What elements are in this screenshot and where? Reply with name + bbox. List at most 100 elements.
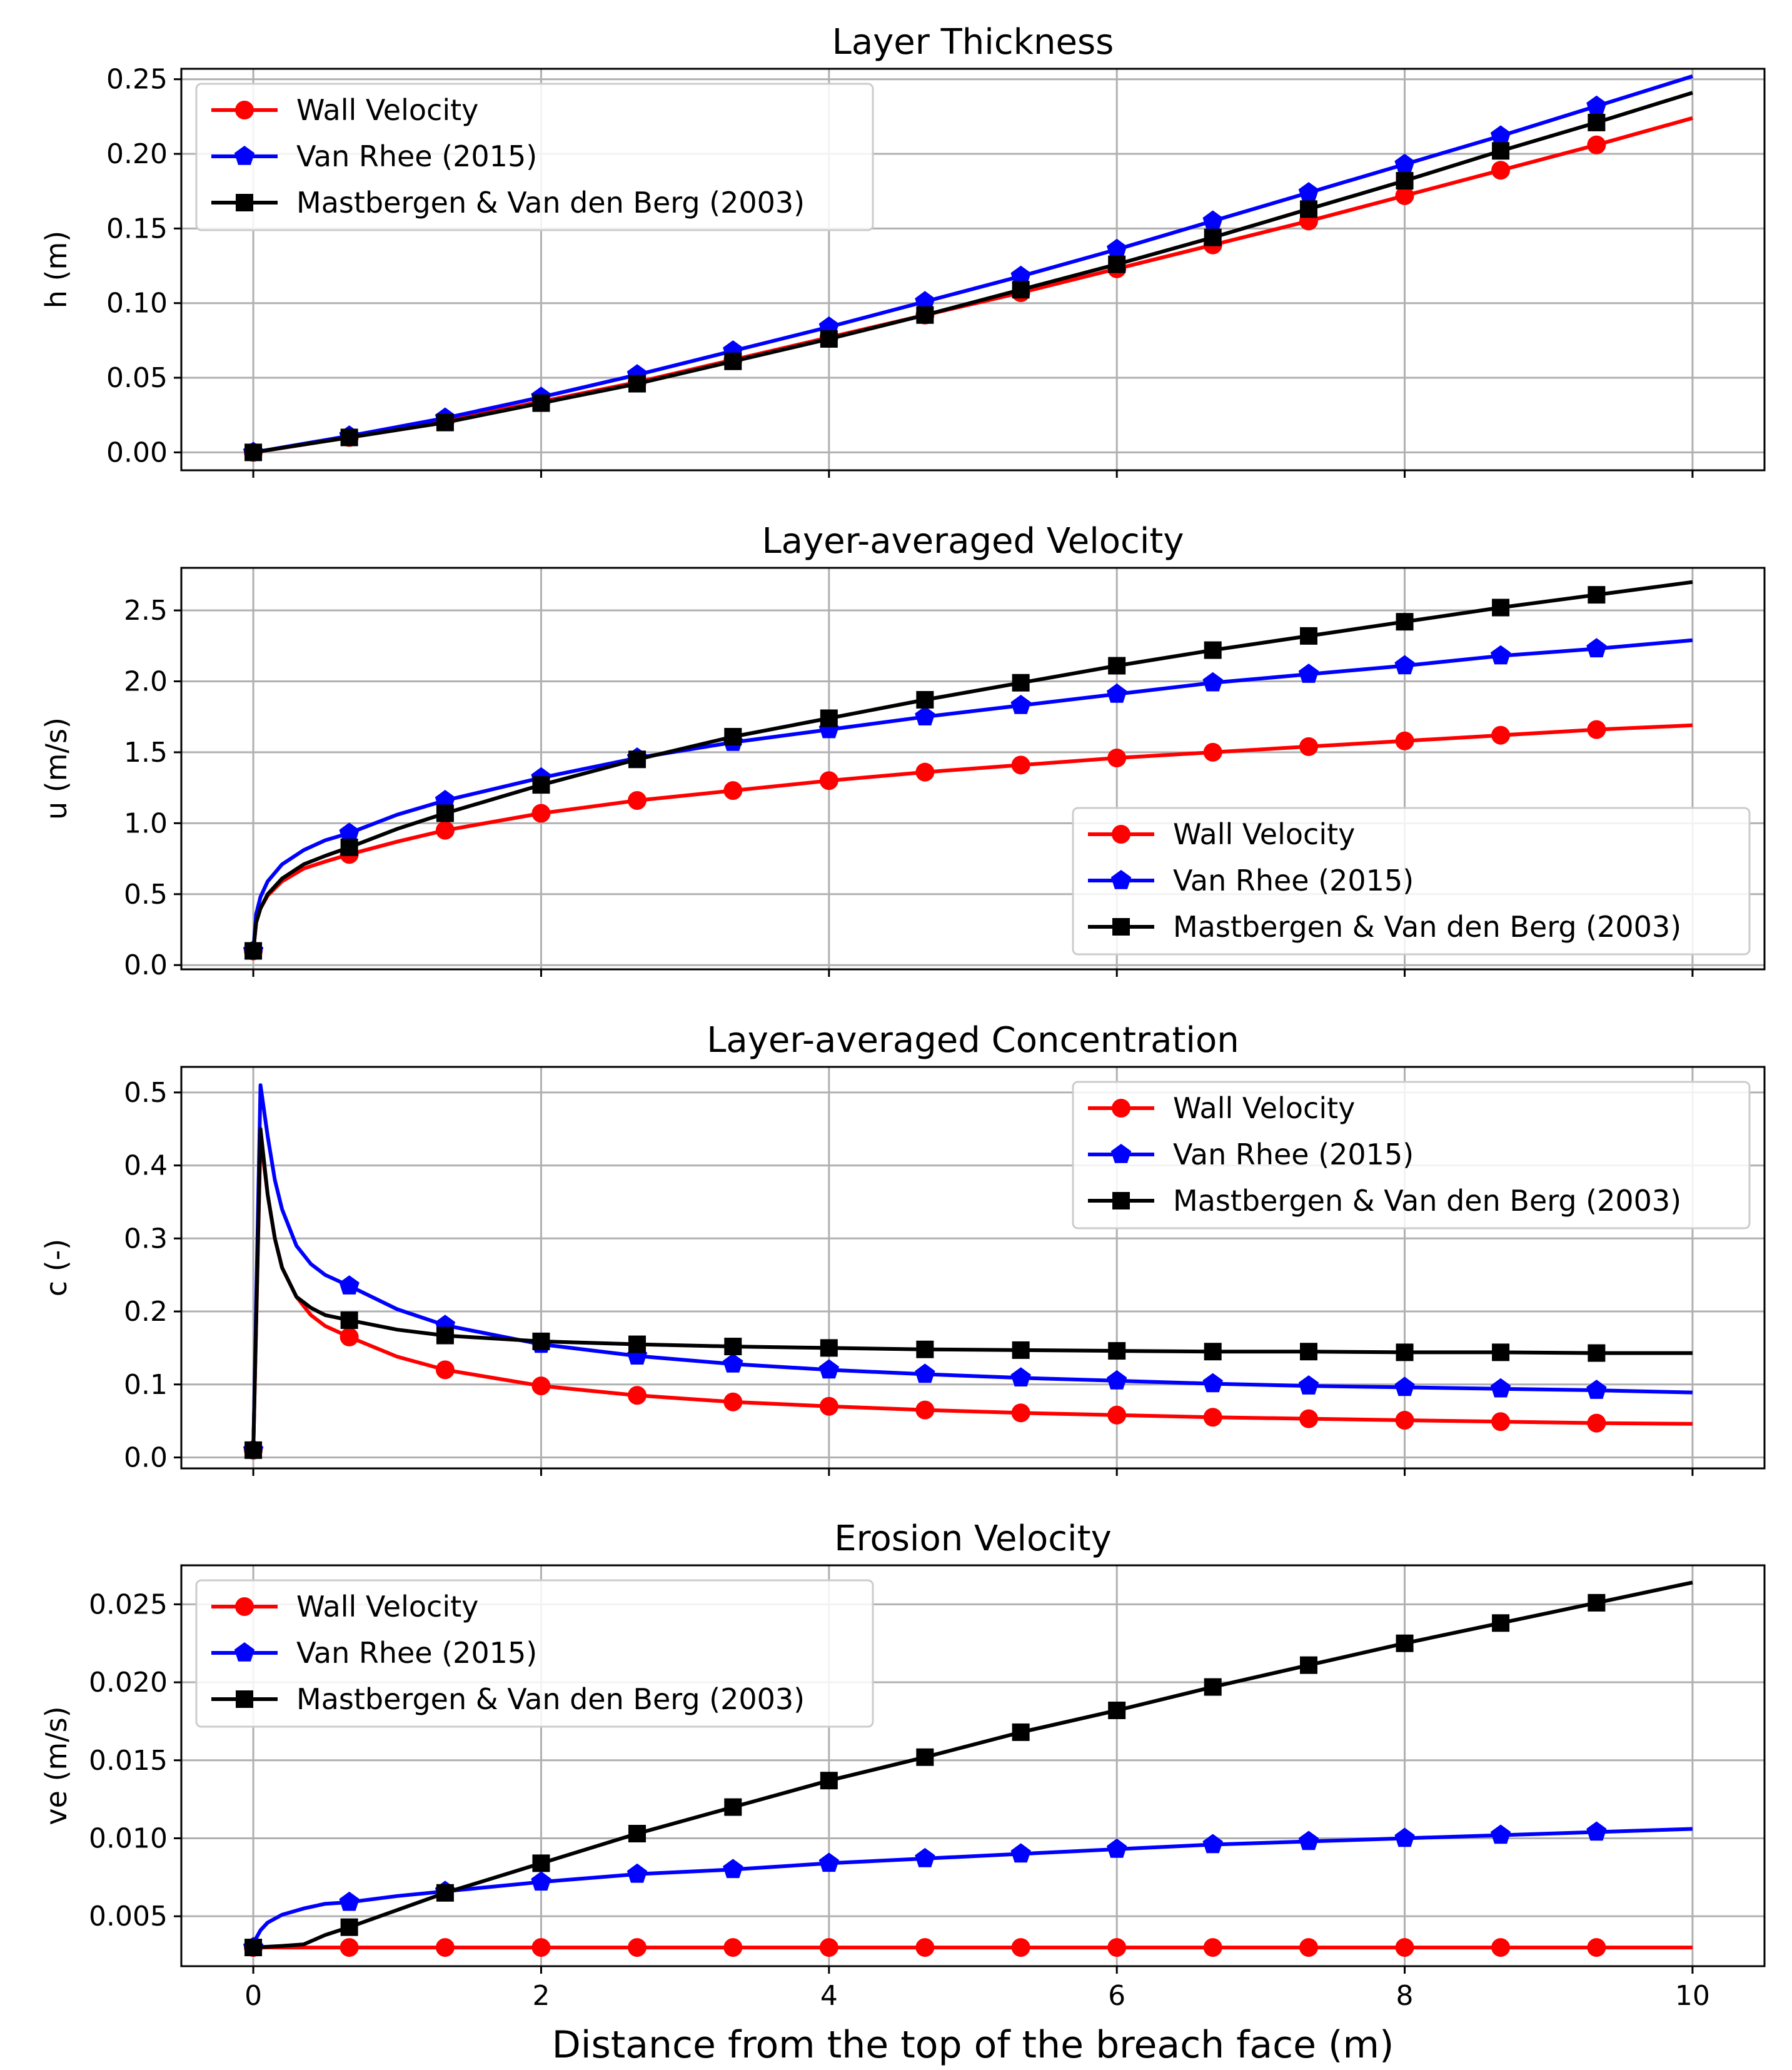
y-tick-label: 0.015 [89, 1745, 168, 1777]
data-point [724, 352, 742, 370]
data-point [915, 1363, 935, 1383]
data-point [1107, 238, 1127, 258]
legend-box [195, 1579, 874, 1728]
legend-marker [1112, 825, 1130, 844]
data-point [1586, 1821, 1607, 1841]
data-point [1588, 586, 1606, 604]
y-tick-label: 0.4 [124, 1150, 168, 1182]
data-point [915, 291, 935, 311]
legend-label: Mastbergen & Van den Berg (2003) [296, 186, 805, 220]
y-tick-label: 0.0 [124, 949, 168, 981]
data-point [1202, 672, 1223, 692]
data-point [1396, 171, 1414, 189]
data-point [1300, 1656, 1318, 1674]
data-point [339, 1275, 360, 1295]
y-tick-label: 0.20 [106, 138, 168, 170]
data-point [1588, 1593, 1606, 1612]
data-point [531, 1938, 551, 1957]
data-point [1396, 1343, 1414, 1361]
y-tick-label: 0.05 [106, 362, 168, 394]
legend-label: Van Rhee (2015) [1173, 1138, 1414, 1171]
data-point [1298, 1830, 1319, 1850]
series-line [251, 1127, 1693, 1450]
data-point [916, 306, 934, 324]
data-point [1012, 281, 1030, 299]
data-point [340, 1311, 358, 1330]
data-point [1394, 1376, 1415, 1396]
y-tick-label: 1.5 [124, 737, 168, 769]
data-point [1204, 641, 1222, 659]
data-point [436, 413, 454, 432]
data-point [1395, 1938, 1414, 1957]
data-point [1490, 1378, 1511, 1398]
data-point [1396, 613, 1414, 631]
data-point [531, 1871, 551, 1891]
series-line [251, 1083, 1693, 1450]
data-point [1587, 135, 1606, 154]
data-point [1204, 228, 1222, 246]
y-tick-label: 0.025 [89, 1588, 168, 1620]
data-point [1298, 182, 1319, 201]
y-tick-label: 0.5 [124, 1077, 168, 1109]
data-point [1587, 1413, 1606, 1433]
data-point [819, 1938, 838, 1957]
y-axis-label: h (m) [39, 231, 73, 308]
data-point [627, 1863, 648, 1883]
data-point [820, 1339, 838, 1357]
data-point [915, 706, 935, 725]
legend-marker [1110, 870, 1132, 889]
data-point [724, 1338, 742, 1356]
y-tick-label: 0.3 [124, 1223, 168, 1255]
legend: Wall Velocity Van Rhee (2015) Mastbergen &… [195, 83, 874, 231]
data-point [627, 1386, 647, 1405]
y-tick-label: 0.020 [89, 1667, 168, 1699]
data-point [1395, 731, 1414, 750]
data-point [532, 776, 550, 794]
data-point [1108, 255, 1126, 273]
data-point [820, 709, 838, 727]
legend-label: Mastbergen & Van den Berg (2003) [1173, 910, 1681, 944]
data-point [1108, 1701, 1126, 1719]
panel-4: Erosion Velocity ve (m/s) 0 2 4 6 8 10 0.005 0.01… [39, 1518, 1766, 2012]
data-point [532, 1854, 550, 1872]
data-point [1204, 1678, 1222, 1696]
data-point [1011, 755, 1030, 775]
data-point [1299, 1409, 1319, 1428]
data-point [1395, 1410, 1414, 1430]
legend-marker [236, 194, 253, 211]
x-tick-label: 0 [244, 1980, 262, 2012]
x-tick-label: 10 [1675, 1980, 1710, 2012]
panel-title: Layer-averaged Velocity [762, 521, 1184, 562]
data-point [1202, 1373, 1223, 1393]
data-point [1492, 1343, 1510, 1361]
data-point [244, 1939, 263, 1957]
y-tick-label: 0.005 [89, 1901, 168, 1932]
series-mastbergen-van-den-berg-2003- [244, 1127, 1693, 1459]
data-point [1010, 265, 1031, 285]
y-tick-label: 0.5 [124, 879, 168, 911]
series-line [253, 1580, 1693, 1950]
data-point [723, 781, 743, 800]
data-point [340, 1918, 358, 1936]
data-point [723, 1859, 743, 1879]
data-point [340, 838, 358, 856]
y-tick-label: 0.10 [106, 288, 168, 320]
data-point [436, 1884, 454, 1902]
data-point [915, 1847, 935, 1867]
data-point [1394, 655, 1415, 675]
data-point [1395, 186, 1414, 205]
series-line [251, 1827, 1693, 1948]
data-point [1491, 1938, 1511, 1957]
data-point [1586, 638, 1607, 658]
legend-label: Wall Velocity [296, 1590, 478, 1623]
y-tick-label: 0.15 [106, 213, 168, 245]
data-point [915, 762, 935, 782]
data-point [1011, 1403, 1030, 1423]
data-point [627, 1938, 647, 1957]
y-tick-label: 0.25 [106, 64, 168, 96]
data-point [244, 1441, 263, 1459]
data-point [1300, 1343, 1318, 1361]
data-point [628, 1824, 646, 1842]
legend: Wall Velocity Van Rhee (2015) Mastbergen &… [1072, 807, 1751, 956]
